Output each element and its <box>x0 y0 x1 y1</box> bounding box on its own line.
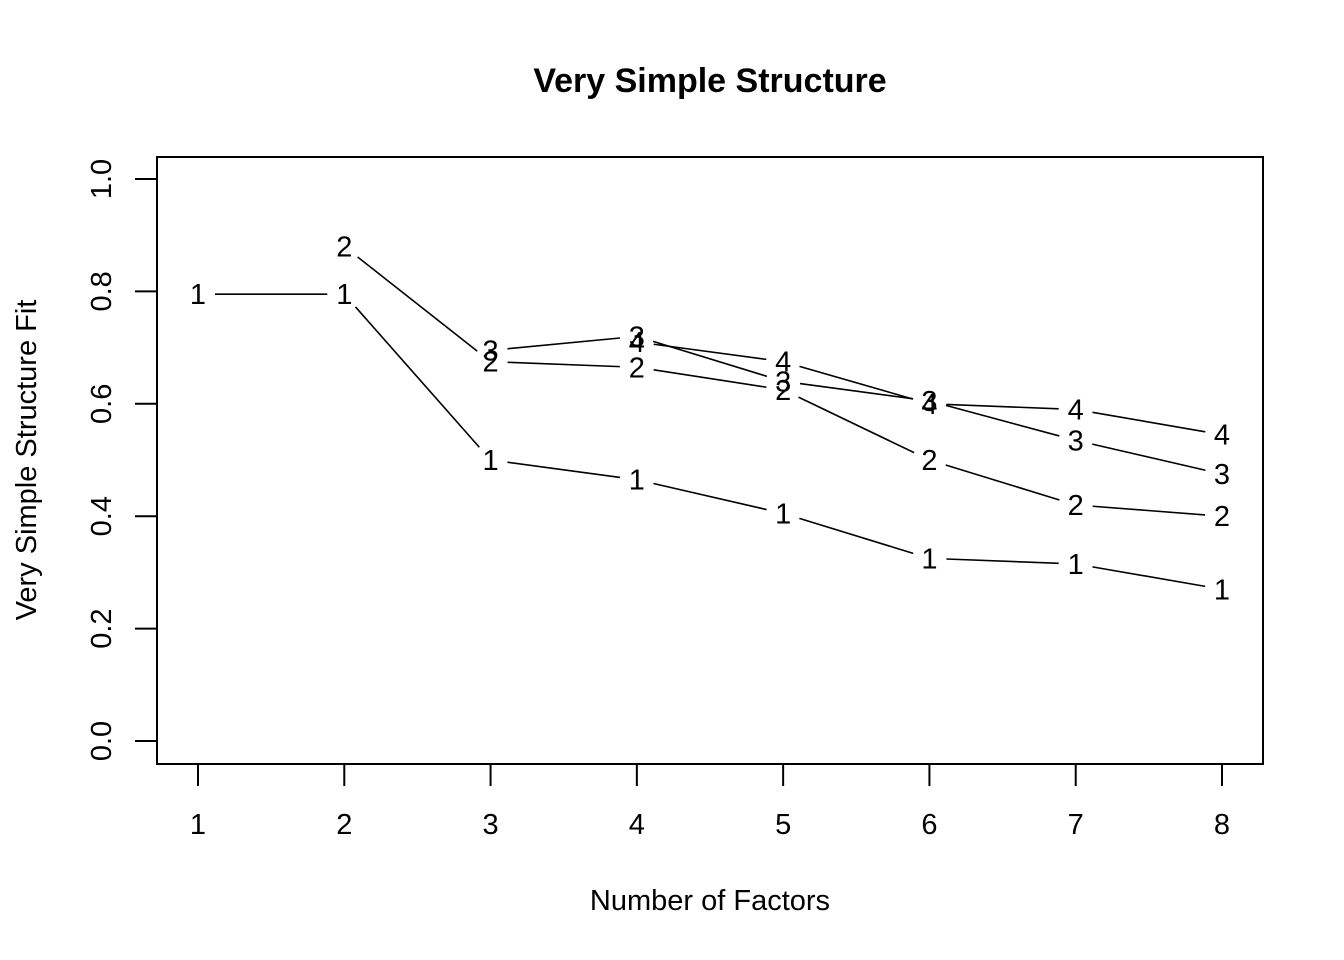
series-2-point: 2 <box>336 231 352 263</box>
series-3-point: 3 <box>1214 459 1230 491</box>
series-3-point: 3 <box>775 366 791 398</box>
series-4-segment <box>1092 411 1206 433</box>
series-2-point: 2 <box>1068 490 1084 522</box>
series-2-point: 2 <box>1214 501 1230 533</box>
series-4-segment <box>946 403 1059 410</box>
series-4-point: 4 <box>921 389 937 421</box>
series-1-point: 1 <box>336 279 352 311</box>
series-4-point: 4 <box>1214 420 1230 452</box>
x-tick-label: 2 <box>336 809 352 841</box>
series-3-point: 3 <box>629 321 645 353</box>
series-2-segment <box>357 256 478 352</box>
series-2-point: 2 <box>483 347 499 379</box>
series-1-point: 1 <box>775 498 791 530</box>
series-4-point: 4 <box>775 347 791 379</box>
series-1-point: 1 <box>190 279 206 311</box>
series-1-point: 1 <box>629 465 645 497</box>
series-1-point: 1 <box>1214 574 1230 606</box>
chart-title: Very Simple Structure <box>533 62 886 100</box>
x-tick-label: 1 <box>190 809 206 841</box>
series-2-segment <box>507 361 620 368</box>
x-tick-label: 4 <box>629 809 645 841</box>
x-tick-label: 3 <box>483 809 499 841</box>
y-axis-label: Very Simple Structure Fit <box>11 300 43 621</box>
y-tick-label: 0.8 <box>86 271 118 311</box>
y-axis: 0.0 0.2 0.4 0.6 0.8 1.0 <box>86 159 158 761</box>
series-1: 1 1 1 1 1 1 1 1 <box>190 279 1230 606</box>
series-1-segment <box>799 517 914 555</box>
series-2-segment <box>653 369 767 388</box>
plot-frame <box>156 156 1264 765</box>
series-3-segment <box>1092 443 1206 472</box>
series-2-segment <box>945 464 1060 501</box>
series-1-segment <box>354 306 480 448</box>
x-axis-label: Number of Factors <box>590 885 830 917</box>
x-tick-label: 8 <box>1214 809 1230 841</box>
series-1-segment <box>507 461 621 479</box>
series-1-point: 1 <box>1068 549 1084 581</box>
series-3-segment <box>945 404 1060 437</box>
series-1-segment <box>653 482 767 511</box>
series-1-point: 1 <box>483 445 499 477</box>
series-2-point: 2 <box>629 352 645 384</box>
series-3-segment <box>507 337 621 350</box>
y-tick-label: 0.6 <box>86 384 118 424</box>
series-3-segment <box>799 382 913 400</box>
series-4: 4 4 4 4 4 <box>629 327 1230 452</box>
series-3-point: 3 <box>483 335 499 367</box>
series-4-segment <box>799 365 914 400</box>
series-3: 3 3 3 3 3 3 <box>483 321 1231 491</box>
series-2-segment <box>798 396 915 454</box>
series-2-point: 2 <box>921 445 937 477</box>
series-1-segment <box>1092 566 1206 588</box>
y-tick-label: 0.4 <box>86 496 118 536</box>
series-2-point: 2 <box>775 375 791 407</box>
series-4-point: 4 <box>1068 394 1084 426</box>
x-axis: 1 2 3 4 5 6 7 8 <box>190 763 1230 841</box>
series-1-point: 1 <box>921 543 937 575</box>
series-4-point: 4 <box>629 327 645 359</box>
x-tick-label: 7 <box>1068 809 1084 841</box>
series-4-segment <box>653 343 767 361</box>
x-tick-label: 5 <box>775 809 791 841</box>
x-tick-label: 6 <box>921 809 937 841</box>
y-tick-label: 0.2 <box>86 608 118 648</box>
series-1-segment <box>946 558 1059 565</box>
series-2-segment <box>1092 505 1206 516</box>
y-tick-label: 0.0 <box>86 721 118 761</box>
y-tick-label: 1.0 <box>86 159 118 199</box>
series-3-point: 3 <box>921 386 937 418</box>
series-3-point: 3 <box>1068 425 1084 457</box>
series-2: 2 2 2 2 2 2 2 <box>336 231 1230 533</box>
